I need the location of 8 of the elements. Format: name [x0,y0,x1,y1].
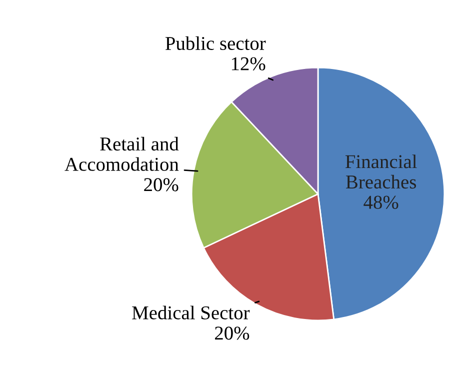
slice-label: Financial Breaches [345,154,417,189]
slice-label: Medical Sector [132,306,250,320]
slice-label: Public sector [165,36,266,50]
data-label: 12% [232,57,266,70]
slice-label: Retail and Accomodation [64,136,179,171]
data-label: 48% [364,196,398,209]
data-label: 20% [215,326,250,340]
data-label: 20% [144,178,178,192]
